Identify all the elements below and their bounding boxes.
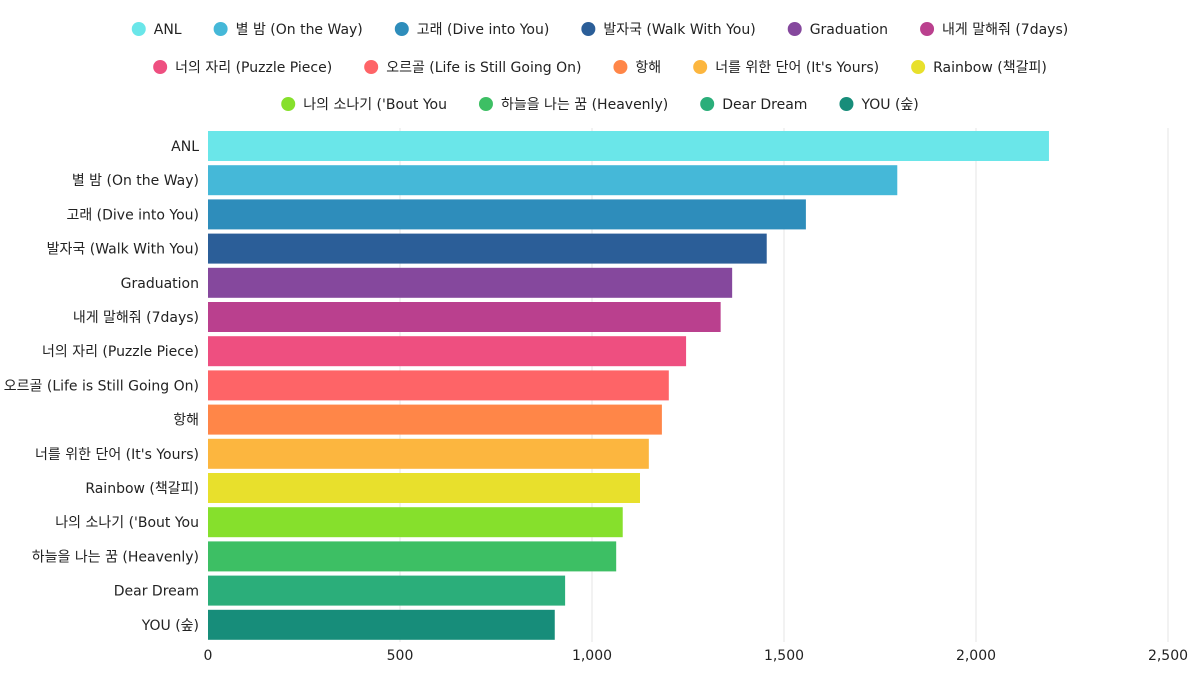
legend-label: 너를 위한 단어 (It's Yours) <box>715 60 879 76</box>
legend-item[interactable]: 내게 말해줘 (7days) <box>920 22 1068 38</box>
legend-label: Dear Dream <box>722 97 807 113</box>
bars <box>208 131 1049 640</box>
category-label: 너를 위한 단어 (It's Yours) <box>35 447 199 463</box>
category-labels: ANL 별 밤 (On the Way) 고래 (Dive into You) 발자국… <box>4 139 199 634</box>
bar[interactable] <box>208 302 721 332</box>
category-label: 별 밤 (On the Way) <box>72 173 199 189</box>
legend-swatch <box>613 60 628 74</box>
legend-label: 너의 자리 (Puzzle Piece) <box>175 60 332 76</box>
bar[interactable] <box>208 609 555 640</box>
category-label: YOU (숲) <box>141 618 199 634</box>
legend-item[interactable]: 항해 <box>613 60 661 76</box>
x-tick-label: 1,000 <box>572 648 612 664</box>
category-label: 너의 자리 (Puzzle Piece) <box>42 344 199 360</box>
legend-label: 별 밤 (On the Way) <box>236 22 363 38</box>
legend-label: 항해 <box>635 60 661 76</box>
x-tick-label: 0 <box>204 648 213 664</box>
legend-swatch <box>581 22 596 36</box>
legend: ANL 별 밤 (On the Way) 고래 (Dive into You) 발자국… <box>131 22 1068 113</box>
legend-label: 고래 (Dive into You) <box>417 22 550 38</box>
legend-item[interactable]: 너의 자리 (Puzzle Piece) <box>153 60 332 76</box>
legend-item[interactable]: 고래 (Dive into You) <box>394 22 550 38</box>
legend-swatch <box>131 22 146 36</box>
legend-swatch <box>213 22 228 36</box>
x-tick-label: 2,000 <box>956 648 996 664</box>
bar[interactable] <box>208 473 640 503</box>
legend-swatch <box>787 22 802 36</box>
legend-item[interactable]: 발자국 (Walk With You) <box>581 22 756 38</box>
legend-swatch <box>478 97 493 111</box>
legend-swatch <box>364 60 379 74</box>
legend-item[interactable]: YOU (숲) <box>839 97 919 113</box>
legend-swatch <box>693 60 708 74</box>
x-tick-label: 500 <box>387 648 414 664</box>
legend-item[interactable]: 별 밤 (On the Way) <box>213 22 363 38</box>
bar[interactable] <box>208 438 649 469</box>
bar[interactable] <box>208 370 669 401</box>
legend-swatch <box>911 60 926 74</box>
bar[interactable] <box>208 541 617 572</box>
legend-item[interactable]: 오르골 (Life is Still Going On) <box>364 60 581 76</box>
legend-item[interactable]: Rainbow (책갈피) <box>911 60 1047 76</box>
bar[interactable] <box>208 267 733 298</box>
legend-item[interactable]: Dear Dream <box>700 97 807 113</box>
legend-swatch <box>920 22 935 36</box>
x-tick-label: 2,500 <box>1148 648 1188 664</box>
category-label: 하늘을 나는 꿈 (Heavenly) <box>32 549 199 565</box>
bar[interactable] <box>208 575 566 606</box>
legend-item[interactable]: 하늘을 나는 꿈 (Heavenly) <box>478 97 668 113</box>
legend-item[interactable]: 나의 소나기 ('Bout You <box>281 97 447 113</box>
category-label: Graduation <box>121 276 199 292</box>
bar[interactable] <box>208 165 898 196</box>
legend-swatch <box>394 22 409 36</box>
legend-label: 하늘을 나는 꿈 (Heavenly) <box>501 97 668 113</box>
category-label: 오르골 (Life is Still Going On) <box>4 378 199 394</box>
category-label: Rainbow (책갈피) <box>85 481 199 497</box>
bar[interactable] <box>208 507 623 538</box>
legend-swatch <box>700 97 715 111</box>
legend-swatch <box>281 97 296 111</box>
bar[interactable] <box>208 404 662 435</box>
legend-swatch <box>153 60 168 74</box>
legend-swatch <box>839 97 854 111</box>
legend-item[interactable]: ANL <box>131 22 182 38</box>
legend-label: 오르골 (Life is Still Going On) <box>386 60 581 76</box>
legend-label: 내게 말해줘 (7days) <box>942 22 1068 38</box>
category-label: 나의 소나기 ('Bout You <box>55 515 199 531</box>
category-label: Dear Dream <box>114 584 199 600</box>
legend-item[interactable]: Graduation <box>787 22 888 38</box>
category-label: 내게 말해줘 (7days) <box>73 310 199 326</box>
legend-item[interactable]: 너를 위한 단어 (It's Yours) <box>693 60 879 76</box>
bar[interactable] <box>208 233 767 264</box>
legend-label: 나의 소나기 ('Bout You <box>303 97 447 113</box>
legend-label: ANL <box>154 22 182 38</box>
x-tick-label: 1,500 <box>764 648 804 664</box>
legend-label: 발자국 (Walk With You) <box>603 22 755 38</box>
bar[interactable] <box>208 336 687 367</box>
category-label: 고래 (Dive into You) <box>66 207 199 223</box>
legend-label: Graduation <box>810 22 888 38</box>
x-axis-ticks: 0 500 1,000 1,500 2,000 2,500 <box>204 648 1189 664</box>
legend-label: Rainbow (책갈피) <box>933 60 1047 76</box>
bar[interactable] <box>208 131 1049 161</box>
bar[interactable] <box>208 199 806 230</box>
category-label: ANL <box>171 139 199 155</box>
category-label: 항해 <box>173 413 199 429</box>
category-label: 발자국 (Walk With You) <box>47 242 199 258</box>
legend-label: YOU (숲) <box>860 97 918 113</box>
